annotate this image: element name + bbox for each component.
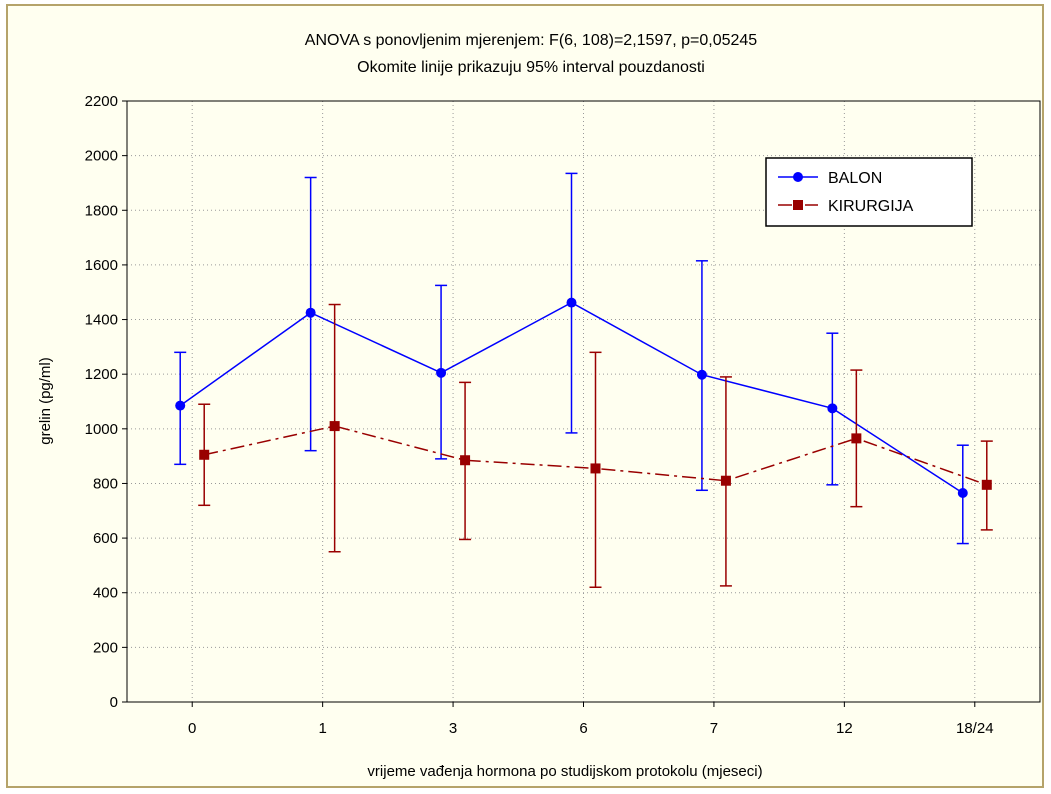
data-point: [175, 400, 186, 411]
data-point: [305, 307, 316, 318]
y-tick-label: 1600: [85, 257, 118, 274]
data-point: [851, 433, 862, 444]
legend-item-kirurgija: KIRURGIJA: [778, 198, 914, 215]
y-tick-label: 2000: [85, 148, 118, 165]
y-axis-label: grelin (pg/ml): [37, 357, 54, 445]
data-point: [720, 475, 731, 486]
series-kirurgija: [198, 303, 993, 589]
legend-box: [765, 157, 973, 227]
y-tick-label: 600: [93, 530, 118, 547]
y-tick-label: 1000: [85, 421, 118, 438]
x-tick-label: 18/24: [956, 720, 994, 737]
data-point: [199, 449, 210, 460]
y-tick-label: 200: [93, 639, 118, 656]
legend-item-balon: BALON: [778, 170, 882, 187]
x-axis-ticks: 0 1 3 6 7 12 18/24: [188, 702, 994, 737]
data-point: [590, 463, 601, 474]
data-point: [436, 367, 447, 378]
y-tick-label: 0: [110, 694, 118, 711]
data-point: [981, 479, 992, 490]
y-tick-label: 1400: [85, 312, 118, 329]
x-tick-label: 3: [449, 720, 457, 737]
legend-marker: [793, 200, 803, 210]
data-point: [957, 488, 968, 499]
y-tick-label: 800: [93, 475, 118, 492]
legend: BALON KIRURGIJA: [765, 157, 973, 227]
data-point: [566, 297, 577, 308]
y-tick-label: 1200: [85, 366, 118, 383]
data-point: [460, 455, 471, 466]
y-tick-label: 400: [93, 585, 118, 602]
chart-frame: [6, 4, 1044, 788]
y-tick-label: 2200: [85, 93, 118, 110]
x-tick-label: 7: [710, 720, 718, 737]
series-balon: [174, 172, 969, 545]
x-tick-label: 1: [318, 720, 326, 737]
x-tick-label: 12: [836, 720, 853, 737]
legend-label: KIRURGIJA: [828, 198, 914, 215]
data-point: [696, 369, 707, 380]
x-tick-label: 6: [579, 720, 587, 737]
y-axis-ticks: 0 200 400 600 800 1000 1200 1400 1600 1800 2000 220…: [85, 93, 127, 711]
legend-marker: [793, 172, 803, 182]
chart-subtitle: Okomite linije prikazuju 95% interval po…: [357, 59, 705, 76]
chart-title: ANOVA s ponovljenim mjerenjem: F(6, 108)…: [305, 32, 758, 49]
x-axis-label: vrijeme vađenja hormona po studijskom pr…: [367, 763, 762, 780]
data-point: [329, 421, 340, 432]
data-point: [827, 403, 838, 414]
y-tick-label: 1800: [85, 202, 118, 219]
legend-label: BALON: [828, 170, 882, 187]
series-layer: [174, 172, 993, 589]
x-tick-label: 0: [188, 720, 196, 737]
